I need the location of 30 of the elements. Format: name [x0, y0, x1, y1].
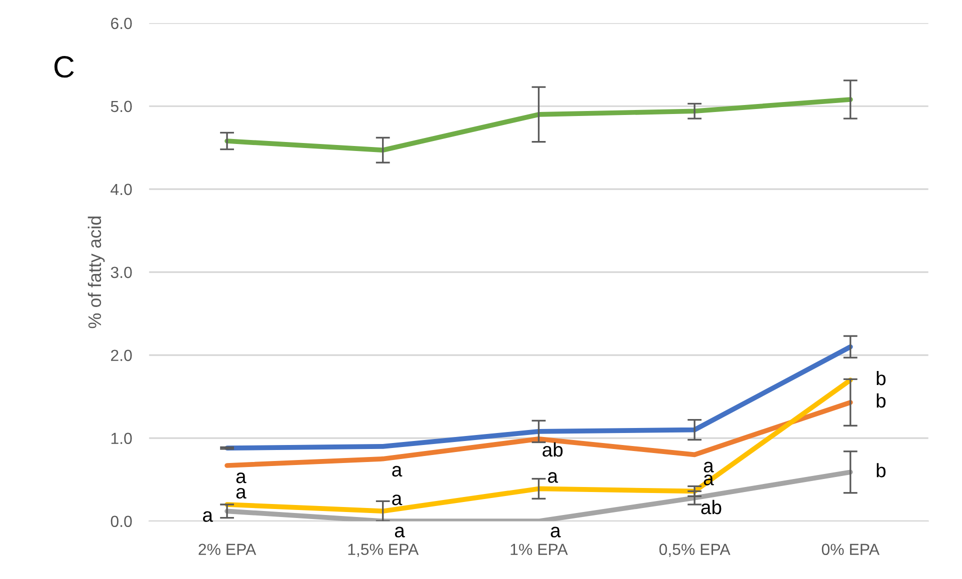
annotation: b — [876, 393, 886, 408]
annotation: a — [203, 511, 213, 522]
annotation: a — [392, 466, 402, 477]
annotation: ab — [542, 442, 563, 457]
annotation: a — [548, 472, 558, 483]
annotation: a — [236, 472, 246, 484]
y-tick-label: 5.0 — [110, 100, 132, 112]
x-tick-label: 0% EPA — [822, 544, 880, 556]
x-tick-label: 0,5% EPA — [659, 544, 730, 557]
x-tick-label: 1% EPA — [510, 544, 568, 555]
x-tick-label: 2% EPA — [198, 544, 256, 555]
line-series — [224, 378, 853, 514]
x-tick-label: 1,5% EPA — [348, 544, 419, 557]
line-series — [224, 97, 853, 153]
y-tick-label: 1.0 — [111, 432, 132, 444]
y-tick-label: 3.0 — [110, 266, 132, 278]
annotation: b — [876, 370, 886, 386]
y-tick-label: 6.0 — [111, 18, 132, 30]
annotation: a — [392, 494, 402, 506]
y-tick-label: 0.0 — [110, 516, 132, 528]
y-axis-title: % of fatty acid — [88, 216, 105, 328]
annotation: b — [876, 463, 886, 478]
annotation: a — [394, 526, 405, 538]
annotation: a — [236, 488, 246, 499]
y-tick-label: 4.0 — [110, 184, 132, 196]
annotation: a — [704, 462, 714, 472]
y-tick-label: 2.0 — [111, 350, 132, 362]
annotation: ab — [701, 500, 722, 514]
text: C — [54, 56, 74, 78]
annotation: a — [550, 526, 561, 538]
